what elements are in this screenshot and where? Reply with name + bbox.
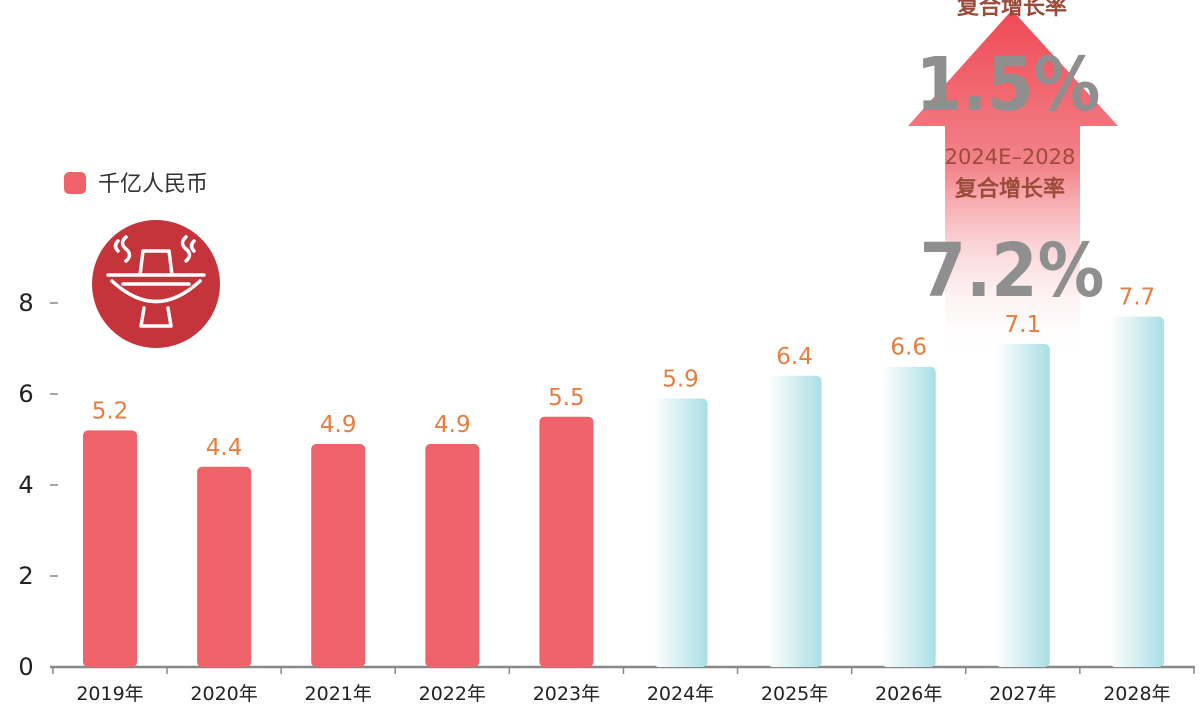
y-tick-label: 0 <box>18 653 33 681</box>
cagr-top-value: 1.5% <box>916 42 1101 128</box>
bar-forecast <box>767 375 822 667</box>
category-label: 2025年 <box>761 683 828 705</box>
bar-value-label: 6.6 <box>890 335 927 361</box>
bar-actual <box>425 444 480 667</box>
category-label: 2027年 <box>989 683 1056 705</box>
category-label: 2028年 <box>1103 683 1170 705</box>
category-label: 2022年 <box>419 683 486 705</box>
y-tick-label: 2 <box>18 562 33 590</box>
bar-actual <box>197 466 252 667</box>
bar-value-label: 4.9 <box>434 412 471 438</box>
cagr-arrow <box>908 10 1118 360</box>
cagr-bottom-period: 2024E–2028 <box>945 145 1076 169</box>
bar-value-label: 4.4 <box>206 435 243 461</box>
value-labels: 5.2 4.4 4.9 4.9 5.5 5.9 6.4 6.6 7.1 7.7 <box>92 285 1155 461</box>
bar-value-label: 5.5 <box>548 385 585 411</box>
y-tick-label: 8 <box>18 289 33 317</box>
bar-value-label: 6.4 <box>776 344 813 370</box>
bars <box>83 316 1164 667</box>
cagr-bottom-label: 复合增长率 <box>954 176 1065 202</box>
cagr-bottom-value: 7.2% <box>920 228 1105 314</box>
hotpot-icon <box>92 220 220 348</box>
cagr-top-label: 复合增长率 <box>956 0 1067 20</box>
category-label: 2024年 <box>647 683 714 705</box>
bar-value-label: 5.9 <box>662 367 699 393</box>
bar-forecast <box>1109 316 1164 667</box>
category-label: 2023年 <box>533 683 600 705</box>
category-label: 2019年 <box>76 683 143 705</box>
category-labels: 2019年 2020年 2021年 2022年 2023年 2024年 2025年 2026年… <box>76 683 1170 705</box>
category-label: 2020年 <box>190 683 257 705</box>
legend-swatch <box>64 172 86 194</box>
legend-label: 千亿人民币 <box>98 172 208 197</box>
bar-value-label: 7.7 <box>1119 285 1156 311</box>
category-label: 2021年 <box>305 683 372 705</box>
category-label: 2026年 <box>875 683 942 705</box>
bar-forecast <box>995 343 1050 667</box>
bar-actual <box>83 430 137 667</box>
y-tick-label: 4 <box>18 471 33 499</box>
bar-forecast <box>881 366 936 667</box>
bar-actual <box>311 444 366 667</box>
bar-actual <box>539 416 594 667</box>
bar-value-label: 5.2 <box>92 398 129 424</box>
bar-forecast <box>653 398 708 667</box>
y-tick-label: 6 <box>18 380 33 408</box>
bar-value-label: 4.9 <box>320 412 357 438</box>
bar-value-label: 7.1 <box>1005 312 1042 338</box>
